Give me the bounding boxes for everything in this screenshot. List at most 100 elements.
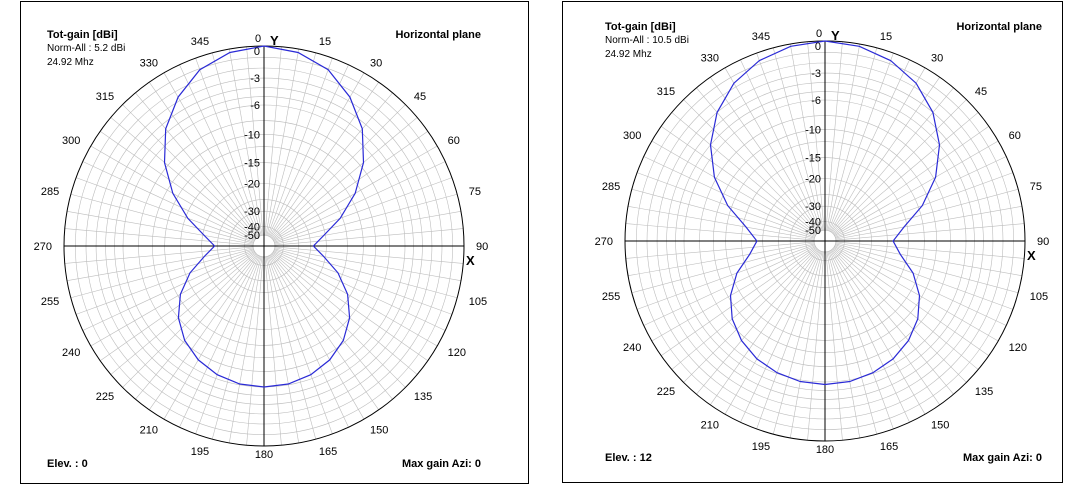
grid-spoke [625,241,815,259]
grid-spoke [636,172,815,238]
frequency-label: 24.92 Mhz [47,57,94,68]
grid-spoke [831,87,954,233]
grid-spoke [740,250,821,423]
angle-tick-label: 240 [623,342,641,354]
ring-label: -40 [805,217,821,229]
grid-spoke [827,251,878,435]
grid-spoke [826,251,861,439]
angle-tick-label: 300 [62,135,80,147]
angle-tick-label: 135 [414,391,432,403]
polar-chart-left: 0 -3 -6 -10 -15 -20 -30 -40-50 0 15 30 45 60 75 90 105 1… [34,29,489,470]
angle-tick-label: 315 [657,86,675,98]
grid-spoke [271,253,406,388]
angle-tick-label: 195 [191,446,209,458]
angle-tick-label: 165 [880,441,898,453]
angle-tick-label: 30 [931,52,943,64]
grid-spoke [272,131,429,241]
grid-spoke [724,250,820,415]
grid-spoke [270,254,393,400]
norm-label: Norm-All : 10.5 dBi [605,35,689,46]
grid-spoke [99,251,256,361]
grid-spoke [135,254,258,400]
ring-label: -30 [244,206,260,218]
grid-spoke [825,251,843,441]
grid-spoke [66,210,254,245]
plane-label: Horizontal plane [395,29,481,41]
angle-tick-label: 330 [140,57,158,69]
grid-spoke [273,161,446,242]
grid-spoke [228,48,263,236]
grid-spoke [266,256,317,440]
grid-spoke [835,242,1023,277]
ring-label: -6 [250,100,260,112]
angle-tick-label: 255 [602,291,620,303]
grid-spoke [772,47,823,231]
angle-tick-label: 120 [1009,342,1027,354]
grid-spoke [64,228,254,246]
angle-tick-label: 105 [1030,291,1048,303]
angle-tick-label: 345 [752,31,770,43]
grid-spoke [631,188,815,239]
angle-tick-label: 270 [34,241,52,253]
grid-spoke [179,255,260,428]
angle-tick-label: 15 [880,31,892,43]
grid-spoke [211,256,262,440]
grid-spoke [833,126,990,236]
angle-tick-label: 30 [370,57,382,69]
grid-spoke [829,59,910,232]
x-axis-label: X [466,253,475,268]
grid-spoke [195,256,261,435]
angle-tick-label: 135 [975,386,993,398]
grid-spoke [671,112,817,235]
grid-spoke [274,247,462,282]
angle-tick-label: 165 [319,446,337,458]
grid-spoke [830,67,926,232]
grid-spoke [265,256,300,444]
elevation-label: Elev. : 12 [605,452,652,464]
grid-spoke [660,126,817,236]
grid-spoke [122,104,257,239]
grid-spoke [268,64,349,237]
angle-tick-label: 315 [96,91,114,103]
grid-spoke [149,254,259,411]
grid-spoke [625,223,815,241]
angle-tick-label: 225 [657,386,675,398]
max-gain-label: Max gain Azi: 0 [963,452,1042,464]
grid-spoke [772,251,823,435]
grid-spoke [830,76,940,233]
grid-spoke [269,255,365,420]
grid-spoke [789,43,824,231]
grid-spoke [269,81,379,238]
grid-spoke [211,52,262,236]
grid-spoke [834,140,999,236]
grid-spoke [272,252,418,375]
angle-tick-label: 75 [1030,181,1042,193]
y-axis-label: Y [270,33,279,48]
grid-spoke [75,249,254,315]
grid-spoke [636,244,815,310]
grid-spoke [274,193,458,244]
grid-spoke [832,248,967,383]
grid-spoke [274,228,464,246]
grid-spoke [835,223,1025,241]
grid-spoke [834,156,1007,237]
grid-spoke [149,81,259,238]
grid-spoke [66,247,254,282]
ring-label: -40 [244,222,260,234]
polar-chart-panel-left: 0 -3 -6 -10 -15 -20 -30 -40 -50 0 15 30 45 60 75 90 105 1… [20,1,529,484]
grid-spoke [246,46,264,236]
angle-tick-label: 285 [602,181,620,193]
angle-tick-label: 45 [975,86,987,98]
norm-label: Norm-All : 5.2 dBi [47,43,125,54]
grid-spoke [135,92,258,238]
grid-spoke [831,249,954,395]
ring-label: -20 [244,179,260,191]
ring-label: -10 [244,129,260,141]
grid-spoke [833,246,990,356]
max-gain-label: Max gain Azi: 0 [402,458,481,470]
ring-label: -15 [244,158,260,170]
grid-spoke [696,249,819,395]
angle-tick-label: 60 [1009,130,1021,142]
grid-spoke [163,72,259,237]
grid-spoke [671,247,817,370]
